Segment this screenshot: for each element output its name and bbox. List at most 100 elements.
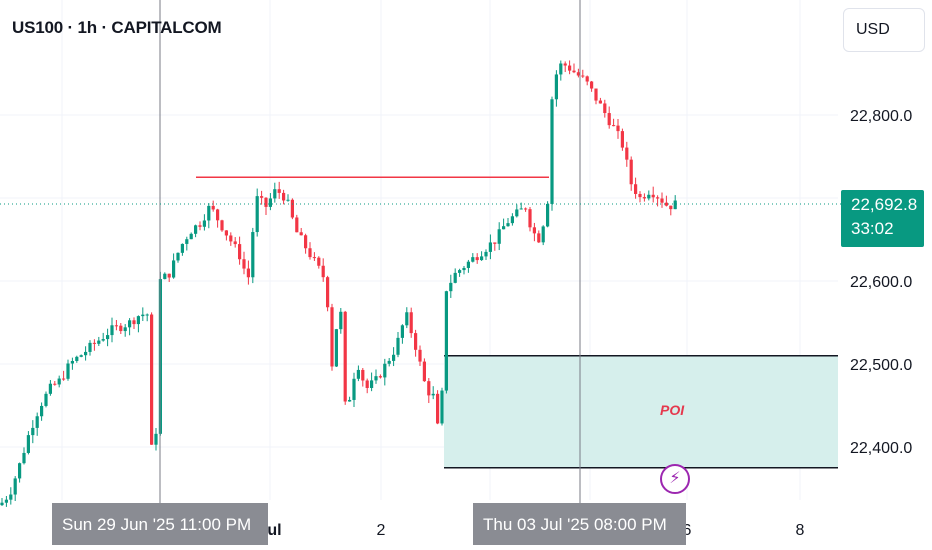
candle-body: [66, 363, 70, 379]
candle-body: [519, 208, 523, 210]
candle-body: [308, 248, 312, 258]
candle-body: [339, 311, 343, 330]
overlays: [0, 0, 841, 503]
candle-body: [625, 147, 629, 160]
candle-body: [286, 199, 290, 201]
candle-body: [572, 70, 576, 73]
poi-label: POI: [660, 402, 685, 418]
candle-body: [106, 335, 110, 340]
candle-body: [22, 452, 26, 464]
candle-body: [673, 200, 677, 210]
candle-body: [299, 232, 303, 236]
candle-body: [264, 197, 268, 207]
candle-body: [515, 209, 519, 217]
candle-body: [581, 75, 585, 77]
candle-body: [352, 378, 356, 400]
candle-body: [13, 478, 17, 495]
candle-body: [255, 196, 259, 233]
candle-body: [383, 363, 387, 378]
lightning-icon[interactable]: ⚡: [660, 464, 690, 494]
candle-body: [436, 393, 440, 424]
candle-body: [246, 268, 250, 278]
y-tick-label: 22,500.0: [850, 357, 912, 374]
candle-body: [216, 209, 220, 221]
candle-body: [48, 383, 52, 394]
candle-body: [484, 251, 488, 257]
candle-body: [57, 378, 61, 385]
candle-body: [136, 316, 140, 325]
candle-body: [444, 291, 448, 391]
candle-body: [97, 340, 101, 344]
candle-body: [202, 220, 206, 227]
candle-body: [35, 416, 39, 428]
y-tick-label: 22,600.0: [850, 274, 912, 291]
candle-body: [62, 378, 66, 380]
currency-button[interactable]: USD: [843, 8, 925, 52]
candle-body: [26, 435, 30, 453]
candle-body: [53, 383, 57, 385]
candle-body: [409, 312, 413, 334]
candle-body: [576, 72, 580, 76]
candle-body: [431, 393, 435, 396]
candle-body: [563, 63, 567, 66]
candle-body: [449, 282, 453, 292]
candle-body: [31, 427, 35, 436]
symbol-title[interactable]: US100 · 1h · CAPITALCOM: [12, 18, 222, 37]
candle-body: [40, 405, 44, 417]
candle-body: [185, 239, 189, 244]
candle-body: [458, 270, 462, 273]
candle-body: [44, 393, 48, 406]
candle-body: [119, 325, 123, 332]
candle-body: [396, 337, 400, 355]
candle-body: [167, 273, 171, 278]
candle-body: [18, 463, 22, 479]
candle-body: [510, 216, 514, 224]
candle-body: [471, 257, 475, 262]
price-axis: 22,400.022,500.022,600.022,700.022,800.0: [850, 108, 912, 457]
candle-body: [502, 226, 506, 230]
candle-body: [180, 243, 184, 253]
candle-body: [220, 220, 224, 231]
candle-body: [260, 196, 264, 198]
candle-body: [356, 369, 360, 379]
candle-body: [70, 360, 74, 364]
candle-body: [304, 235, 308, 249]
candle-body: [462, 267, 466, 271]
last-price-value: 22,692.8: [851, 195, 918, 214]
candle-body: [528, 209, 532, 228]
candle-body: [189, 233, 193, 240]
candle-body: [88, 342, 92, 352]
candle-body: [647, 194, 651, 199]
candle-body: [541, 226, 545, 243]
candle-body: [651, 194, 655, 198]
last-price-badge: 22,692.8 33:02: [841, 190, 924, 247]
bar-countdown: 33:02: [851, 219, 894, 238]
candle-body: [229, 235, 233, 242]
candle-body: [194, 225, 198, 234]
candle-body: [378, 376, 382, 378]
candle-body: [211, 205, 215, 210]
candle-body: [123, 327, 127, 332]
candle-body: [317, 257, 321, 266]
candle-body: [290, 199, 294, 218]
candle-body: [348, 399, 352, 402]
candle-body: [198, 225, 202, 227]
candle-body: [546, 203, 550, 227]
candle-body: [497, 229, 501, 244]
candle-body: [251, 232, 255, 278]
candle-body: [75, 356, 79, 361]
y-tick-label: 22,400.0: [850, 440, 912, 457]
poi-zone-fill: [444, 355, 838, 468]
candle-body: [493, 242, 497, 244]
candle-body: [427, 381, 431, 396]
candle-body: [603, 103, 607, 114]
candle-body: [656, 197, 660, 199]
candle-body: [537, 233, 541, 243]
candle-body: [392, 354, 396, 361]
candle-body: [361, 369, 365, 381]
candle-body: [321, 265, 325, 278]
candle-body: [370, 380, 374, 388]
candle-body: [145, 314, 149, 316]
candle-body: [172, 260, 176, 278]
